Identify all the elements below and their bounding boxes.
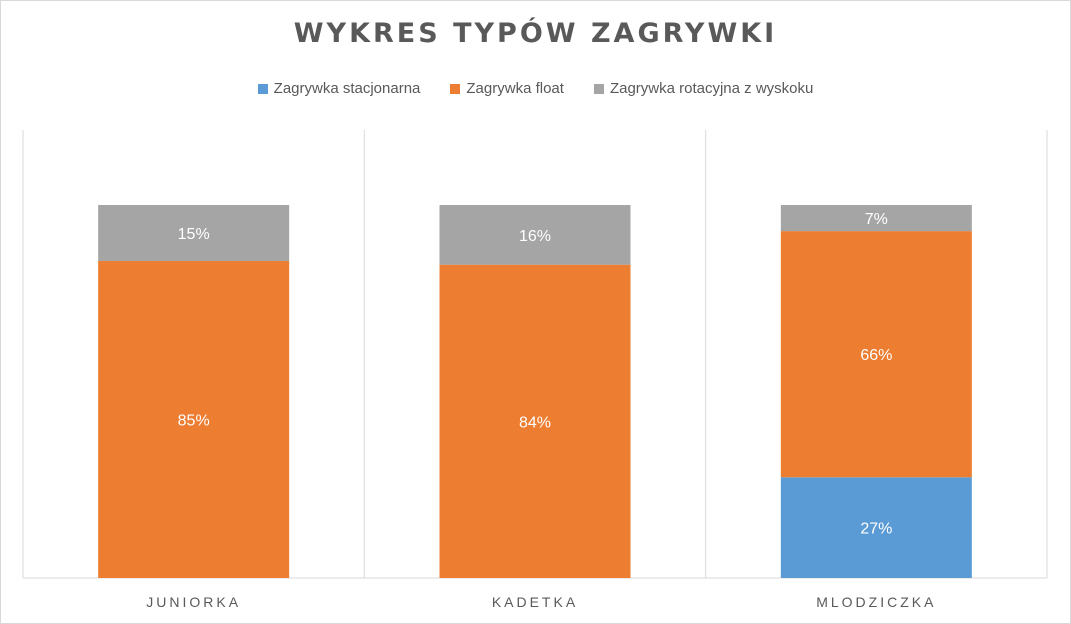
bar-segment-mlodziczka-0 (780, 477, 972, 578)
legend-label-rotacyjna: Zagrywka rotacyjna z wyskoku (609, 80, 814, 97)
legend-swatch-stacjonarna (257, 83, 268, 94)
x-tick-label-juniorka: JUNIORKA (146, 594, 241, 610)
legend-label-float: Zagrywka float (466, 80, 564, 97)
data-label-kadetka-1: 84% (519, 414, 551, 431)
bar-segment-mlodziczka-2 (780, 205, 972, 232)
bar-segment-juniorka-1 (98, 260, 290, 578)
legend: Zagrywka stacjonarna Zagrywka float Zagr… (0, 80, 1071, 97)
chart-title: WYKRES TYPÓW ZAGRYWKI (293, 18, 778, 49)
bar-segment-mlodziczka-1 (780, 231, 972, 478)
legend-entry-float: Zagrywka float (450, 80, 564, 97)
data-label-mlodziczka-2: 7% (865, 211, 888, 228)
legend-swatch-rotacyjna (593, 83, 604, 94)
legend-label-stacjonarna: Zagrywka stacjonarna (273, 80, 421, 97)
legend-entry-stacjonarna: Zagrywka stacjonarna (257, 80, 421, 97)
bar-segment-kadetka-1 (439, 264, 631, 578)
legend-entry-rotacyjna: Zagrywka rotacyjna z wyskoku (593, 80, 814, 97)
bar-segment-juniorka-2 (98, 205, 290, 261)
data-label-juniorka-2: 15% (178, 226, 210, 243)
x-tick-label-mlodziczka: MLODZICZKA (816, 594, 936, 610)
x-tick-label-kadetka: KADETKA (492, 594, 578, 610)
data-label-mlodziczka-0: 27% (860, 521, 892, 538)
bar-segment-kadetka-2 (439, 205, 631, 265)
legend-swatch-float (450, 83, 461, 94)
data-label-kadetka-2: 16% (519, 228, 551, 245)
data-label-juniorka-1: 85% (178, 412, 210, 429)
data-label-mlodziczka-1: 66% (860, 347, 892, 364)
